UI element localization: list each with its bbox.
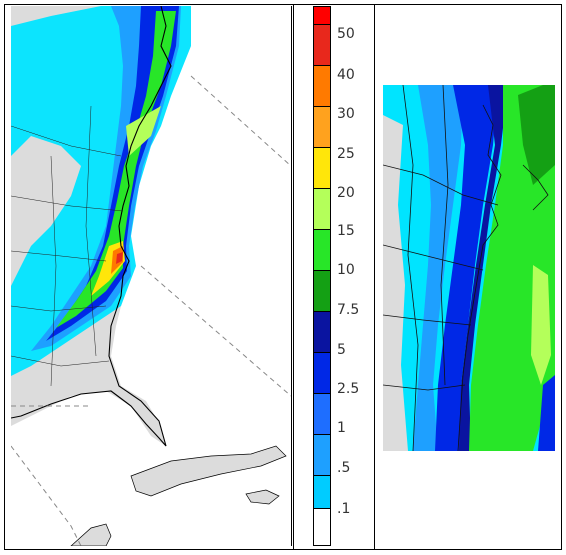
zoom-band-blue-se <box>538 375 555 451</box>
cuba-island <box>130 445 287 497</box>
legend-label: 30 <box>337 106 355 122</box>
zoom-borders <box>383 85 549 451</box>
precip-band-red <box>116 252 123 264</box>
legend-swatch-5-7.5 <box>313 311 331 352</box>
legend-label: 15 <box>337 223 355 239</box>
precip-band-lightgreen <box>126 106 161 156</box>
legend-swatch-0.5-1 <box>313 434 331 475</box>
legend-swatch-7.5-10 <box>313 270 331 311</box>
legend-colorbar <box>313 6 333 546</box>
legend-label: 7.5 <box>337 302 360 318</box>
legend-swatch-below-0.1 <box>313 508 331 546</box>
legend-swatch-30-40 <box>313 65 331 106</box>
panel-divider-left <box>293 4 294 550</box>
figure-frame <box>4 4 562 550</box>
hispaniola-island <box>245 489 280 505</box>
zoom-band-lightblue <box>413 85 463 451</box>
main-map-right-border <box>291 6 292 546</box>
precip-band-blue <box>46 6 179 341</box>
legend-label: 20 <box>337 185 355 201</box>
legend-label: .1 <box>337 501 351 517</box>
zoomed-map <box>383 85 555 451</box>
state-borders <box>11 105 124 387</box>
legend-label: 10 <box>337 262 355 278</box>
legend-label: .5 <box>337 460 351 476</box>
legend-label: 1 <box>337 420 346 436</box>
legend-label: 40 <box>337 67 355 83</box>
south-america-land <box>70 523 112 546</box>
main-map <box>11 6 291 546</box>
legend-label: 2.5 <box>337 381 360 397</box>
legend-swatch-10-15 <box>313 229 331 270</box>
legend-label: 5 <box>337 342 346 358</box>
legend-swatch-25-30 <box>313 106 331 147</box>
projection-boundary <box>11 75 291 546</box>
legend-swatch-2.5-5 <box>313 352 331 393</box>
legend-swatch-0.1-0.5 <box>313 475 331 508</box>
legend-swatch-40-50 <box>313 24 331 65</box>
legend-swatch-20-25 <box>313 147 331 188</box>
zoom-land-light <box>383 115 408 451</box>
legend-swatch-15-20 <box>313 188 331 229</box>
zoom-band-lightgreen <box>531 265 551 385</box>
zoom-band-blue <box>435 85 498 451</box>
zoom-band-darkgreen <box>518 85 555 185</box>
main-map-panel <box>11 6 291 546</box>
legend-swatch-50plus <box>313 6 331 24</box>
zoom-band-darkblue <box>459 85 508 451</box>
legend-label: 50 <box>337 26 355 42</box>
panel-divider-right <box>374 4 375 550</box>
coastline <box>11 6 172 447</box>
legend-swatch-1-2.5 <box>313 393 331 434</box>
legend-label: 25 <box>337 146 355 162</box>
zoomed-map-panel <box>383 85 555 451</box>
